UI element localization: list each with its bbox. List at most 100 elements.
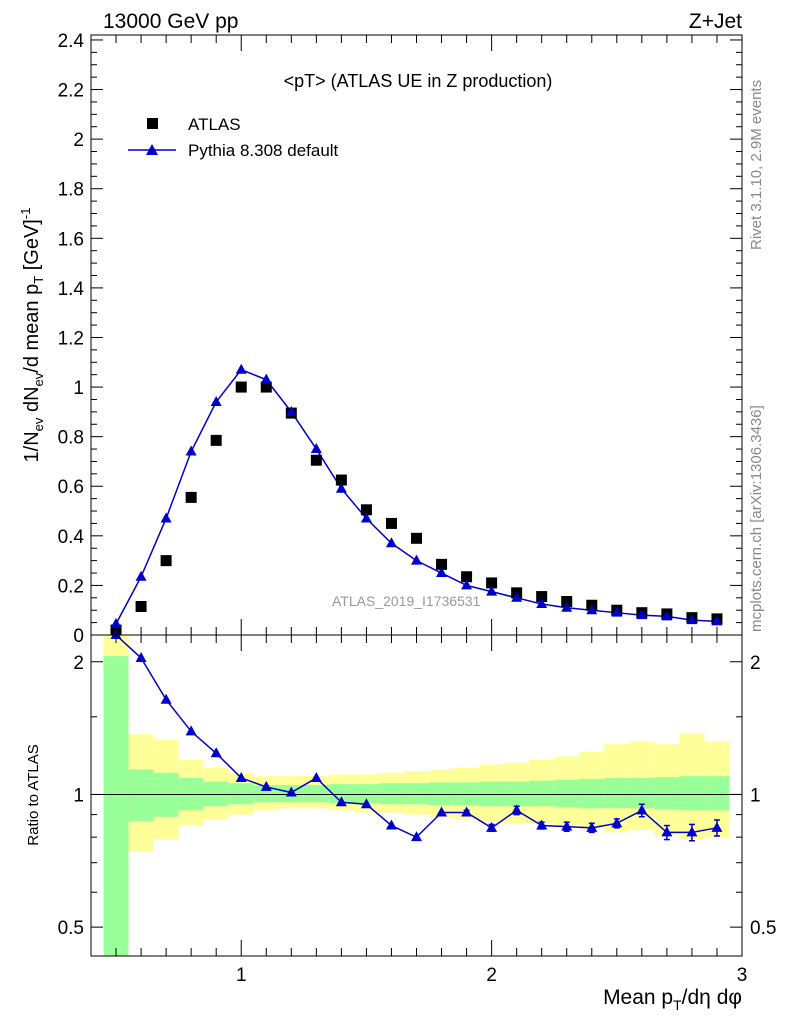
main-y-tick-label: 1.4 — [58, 279, 85, 300]
band-inner-bin — [353, 784, 379, 804]
band-inner-bin — [429, 782, 455, 806]
main-y-tick-label: 1.2 — [58, 328, 84, 349]
ratio-data-point — [385, 819, 397, 830]
legend-mc-label: Pythia 8.308 default — [188, 141, 339, 160]
ratio-plot-marks — [110, 629, 723, 842]
ratio-y-tick-label-right: 0.5 — [750, 918, 776, 939]
mc-data-point — [385, 537, 397, 548]
ratio-data-point — [135, 651, 147, 662]
band-inner-bin — [679, 776, 705, 811]
ratio-y-tick-label-right: 1 — [750, 785, 761, 806]
plot-title: <pT> (ATLAS UE in Z production) — [284, 71, 553, 91]
band-inner-bin — [303, 785, 329, 803]
band-inner-bin — [203, 781, 229, 807]
mc-data-point — [185, 445, 197, 456]
atlas-data-point — [235, 381, 247, 393]
ratio-y-tick-label-right: 2 — [750, 653, 761, 674]
band-inner-bin — [103, 656, 129, 956]
mc-data-point — [486, 585, 498, 596]
main-y-tick-label: 1.6 — [58, 229, 84, 250]
ratio-data-point — [185, 725, 197, 736]
mc-data-point — [310, 443, 322, 454]
ratio-data-point — [260, 780, 272, 791]
atlas-data-point — [210, 434, 222, 446]
main-y-tick-label: 2.4 — [58, 31, 85, 52]
ratio-uncertainty-bands — [103, 635, 730, 956]
ratio-data-point — [536, 819, 548, 830]
mc-series-line — [115, 368, 717, 625]
main-plot-marks — [110, 363, 723, 636]
atlas-data-point — [310, 454, 322, 466]
band-inner-bin — [504, 781, 530, 807]
band-inner-bin — [704, 776, 730, 811]
mc-data-point — [135, 570, 147, 581]
main-y-tick-label: 0.2 — [58, 576, 84, 597]
mc-data-point — [436, 567, 448, 578]
header-right: Z+Jet — [689, 10, 742, 33]
rivet-side-label: Rivet 3.1.10, 2.9M events — [748, 80, 765, 250]
ratio-data-point — [335, 796, 347, 807]
legend: ATLAS Pythia 8.308 default — [128, 115, 339, 160]
main-y-tick-label: 0.4 — [58, 527, 85, 548]
atlas-data-point — [461, 571, 473, 583]
band-inner-bin — [328, 784, 354, 804]
ratio-data-point — [586, 821, 598, 832]
ratio-y-tick-label: 1 — [73, 785, 84, 806]
atlas-data-point — [486, 577, 498, 589]
band-inner-bin — [554, 779, 580, 808]
band-inner-bin — [604, 777, 630, 809]
mc-data-point — [210, 395, 222, 406]
axis-ticks: 0 0.2 0.4 0.6 0.8 1 1.2 1.4 1.6 1.8 2 2.2 2.4 0.5 0.5 1… — [58, 31, 777, 986]
band-inner-bin — [579, 778, 605, 809]
mc-data-point — [235, 363, 247, 374]
ratio-data-point — [235, 771, 247, 782]
analysis-watermark: ATLAS_2019_I1736531 — [332, 593, 481, 609]
main-y-tick-label: 2.2 — [58, 81, 84, 102]
mcplots-side-label: mcplots.cern.ch [arXiv:1306.3436] — [748, 405, 765, 632]
ratio-data-point — [661, 826, 673, 837]
mc-data-point — [711, 615, 723, 626]
mc-data-point — [536, 598, 548, 609]
main-y-tick-label: 1 — [73, 378, 84, 399]
band-inner-bin — [479, 781, 505, 807]
band-inner-bin — [529, 780, 555, 807]
ratio-data-point — [310, 771, 322, 782]
mc-data-point — [661, 610, 673, 621]
legend-atlas-label: ATLAS — [188, 115, 241, 134]
band-inner-bin — [454, 782, 480, 806]
ratio-data-point — [636, 804, 648, 815]
mc-data-point — [586, 604, 598, 615]
band-inner-bin — [253, 785, 279, 803]
atlas-data-point — [160, 555, 172, 567]
ratio-y-tick-label: 2 — [73, 653, 84, 674]
header-left: 13000 GeV pp — [103, 10, 238, 33]
ratio-data-point — [210, 747, 222, 758]
main-y-tick-label: 0.8 — [58, 428, 84, 449]
atlas-data-point — [360, 504, 372, 516]
ratio-y-axis-label: Ratio to ATLAS — [25, 744, 42, 845]
atlas-data-point — [561, 596, 573, 608]
ratio-data-point — [611, 817, 623, 828]
band-inner-bin — [378, 783, 404, 805]
mc-data-point — [110, 617, 122, 628]
main-y-tick-label: 0.6 — [58, 477, 84, 498]
x-tick-label: 3 — [737, 965, 748, 986]
main-y-tick-label: 2 — [73, 130, 84, 151]
band-inner-bin — [228, 783, 254, 805]
x-axis-label: Mean pT/dη dφ — [603, 986, 742, 1013]
ratio-data-point — [561, 820, 573, 831]
legend-mc-marker — [146, 144, 158, 155]
atlas-data-point — [260, 381, 272, 393]
main-y-axis-label: 1/Nev dNev/d mean pT [GeV]-1 — [18, 208, 46, 463]
atlas-data-point — [411, 532, 422, 544]
main-y-tick-label: 1.8 — [58, 180, 84, 201]
atlas-data-point — [185, 491, 197, 503]
mc-data-point — [561, 601, 573, 612]
mc-data-point — [360, 512, 372, 523]
ratio-data-point — [686, 826, 698, 837]
mc-data-point — [686, 614, 698, 625]
mc-data-point — [335, 482, 347, 493]
atlas-data-point — [335, 474, 347, 486]
main-y-tick-label: 0 — [73, 626, 84, 647]
